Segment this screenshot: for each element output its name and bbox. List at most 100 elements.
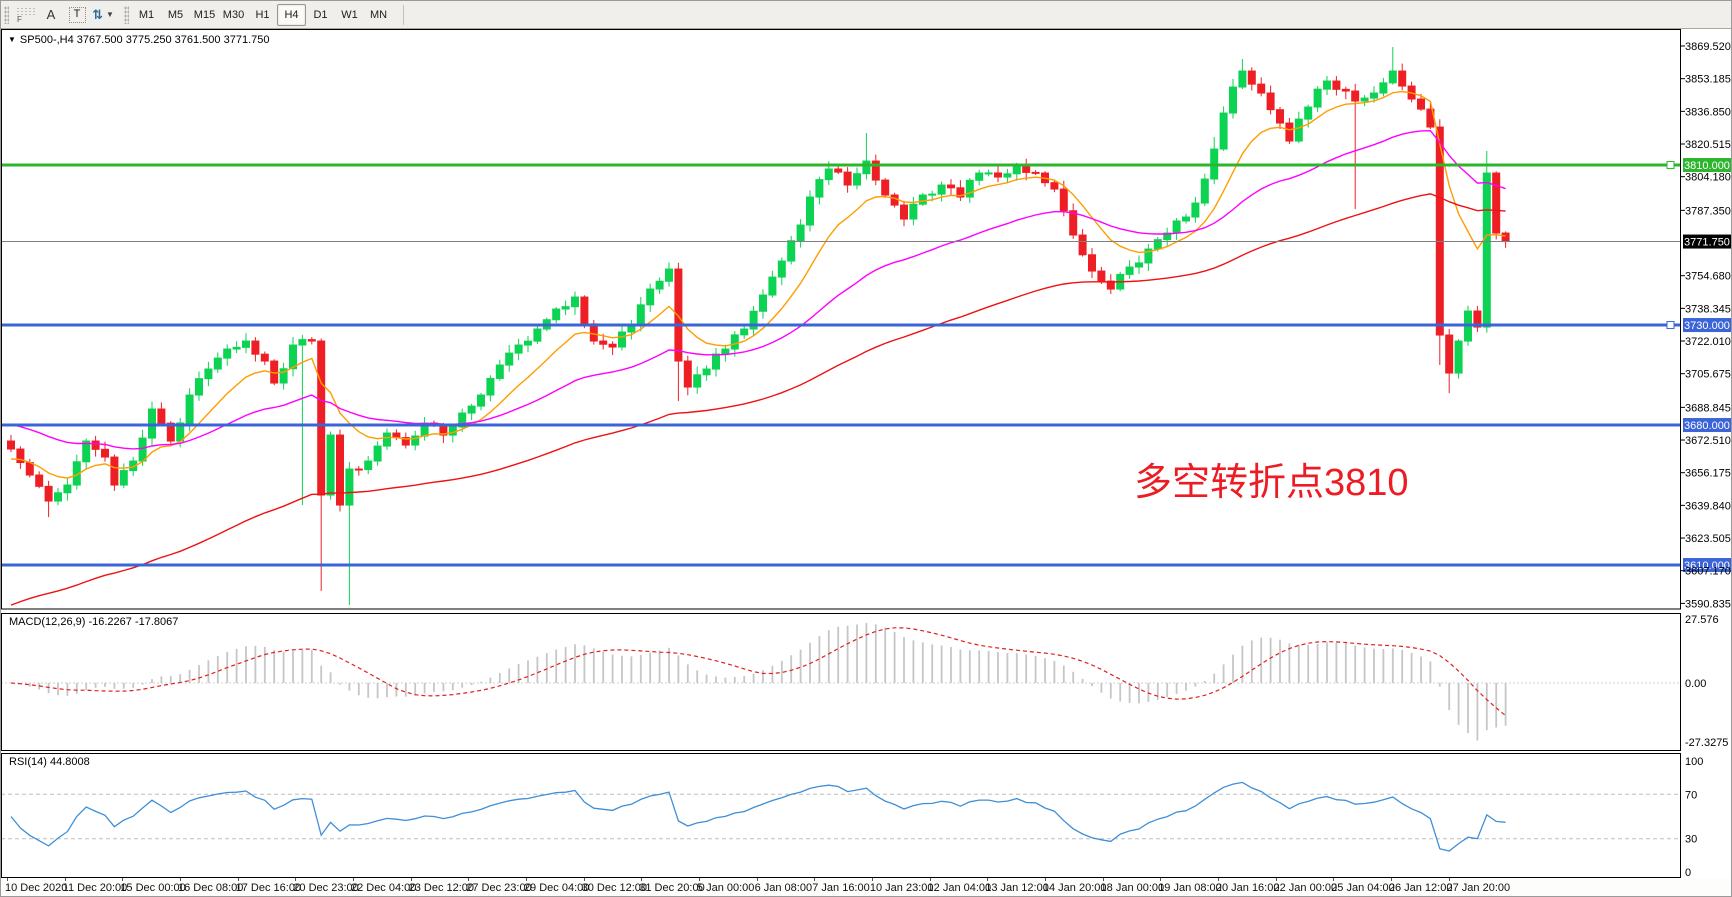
candle-body bbox=[721, 348, 730, 355]
candle-body bbox=[1285, 122, 1294, 142]
candle bbox=[1257, 77, 1266, 97]
candle bbox=[1341, 86, 1350, 100]
candle bbox=[853, 167, 861, 190]
candle bbox=[608, 341, 617, 356]
level-line-handle[interactable] bbox=[1666, 321, 1675, 330]
candle-body bbox=[759, 294, 767, 312]
price-tick-label: 3820.515 bbox=[1685, 139, 1731, 151]
candle-body bbox=[890, 194, 899, 206]
candle bbox=[1088, 248, 1096, 279]
time-axis[interactable]: 10 Dec 2020 11 Dec 20:00 15 Dec 00:00 16 De… bbox=[1, 878, 1731, 896]
candle bbox=[289, 336, 297, 377]
candle bbox=[777, 257, 786, 286]
toolbar-grip[interactable] bbox=[4, 5, 9, 24]
timeframe-button-m30[interactable]: M30 bbox=[222, 8, 245, 21]
chart-plot-area[interactable] bbox=[1, 29, 1681, 610]
time-axis-label: 5 Jan 00:00 bbox=[696, 882, 755, 894]
timeframe-button-m1[interactable]: M1 bbox=[138, 8, 155, 21]
time-tick-mark bbox=[1217, 878, 1219, 881]
candle bbox=[195, 371, 203, 401]
candle bbox=[7, 434, 15, 453]
candle-body bbox=[289, 344, 297, 370]
chart-text-annotation[interactable]: 多空转折点3810 bbox=[1134, 462, 1409, 504]
level-price-badge-label: 3680.000 bbox=[1684, 420, 1730, 432]
candle bbox=[994, 166, 1002, 183]
timeframe-button-mn[interactable]: MN bbox=[369, 8, 388, 21]
candle-body bbox=[693, 374, 702, 388]
candle-body bbox=[213, 357, 222, 370]
candle-body bbox=[994, 172, 1002, 178]
timeframe-group: M1 M5 M15 M30 H1 H4 D1 W1 MN bbox=[132, 3, 393, 26]
time-axis-label: 14 Jan 20:00 bbox=[1042, 882, 1107, 894]
time-tick-mark bbox=[237, 878, 239, 881]
candle-body bbox=[101, 448, 109, 458]
price-tick-label: 3787.350 bbox=[1685, 205, 1731, 217]
candle bbox=[1379, 77, 1388, 97]
candle bbox=[1454, 339, 1463, 379]
candle bbox=[1200, 173, 1209, 207]
level-price-badge bbox=[1683, 318, 1731, 333]
level-line-handle[interactable] bbox=[1666, 161, 1675, 170]
time-tick-mark bbox=[814, 878, 816, 881]
time-tick-mark bbox=[756, 878, 758, 881]
candle bbox=[693, 366, 702, 394]
ma-fast-line bbox=[10, 90, 1506, 479]
candle bbox=[35, 471, 44, 489]
time-axis-label: 25 Jan 04:00 bbox=[1331, 882, 1395, 894]
candle-body bbox=[571, 296, 579, 308]
candle bbox=[1031, 170, 1040, 176]
time-axis-label: 13 Jan 12:00 bbox=[985, 882, 1049, 894]
ma-medium-line bbox=[10, 129, 1506, 450]
candle-body bbox=[806, 196, 814, 226]
text-label-tool-button[interactable]: A bbox=[46, 7, 56, 22]
arrows-tool-button[interactable]: ⇅ ▼ bbox=[91, 3, 115, 26]
timeframe-button-h4[interactable]: H4 bbox=[277, 3, 306, 26]
candle-body bbox=[82, 440, 91, 463]
timeframe-button-h1[interactable]: H1 bbox=[255, 8, 270, 21]
time-axis-label: 30 Dec 12:00 bbox=[581, 882, 648, 894]
text-box-tool-button[interactable]: T bbox=[65, 3, 89, 26]
level-price-badge bbox=[1683, 418, 1731, 433]
candle bbox=[1003, 168, 1012, 183]
candle-body bbox=[1445, 334, 1454, 374]
candle-body bbox=[683, 360, 692, 388]
macd-plot-area[interactable] bbox=[1, 613, 1681, 751]
candle bbox=[524, 335, 532, 353]
time-axis-label: 22 Dec 04:00 bbox=[350, 882, 417, 894]
price-tick-label: 3754.680 bbox=[1685, 271, 1731, 283]
candle-body bbox=[354, 468, 363, 471]
candle bbox=[336, 429, 344, 512]
timeframe-button-m15[interactable]: M15 bbox=[193, 8, 216, 21]
candle-body bbox=[824, 168, 833, 181]
collapse-triangle-icon[interactable]: ▼ bbox=[8, 35, 16, 44]
rsi-svg: 100 70 30 0 bbox=[1, 753, 1703, 879]
time-tick-mark bbox=[698, 878, 700, 881]
arrows-icon: ⇅ bbox=[92, 6, 103, 22]
timeframe-button-m5[interactable]: M5 bbox=[167, 8, 184, 21]
candle-body bbox=[552, 308, 561, 321]
indicator-grid-icon[interactable]: F bbox=[13, 3, 37, 26]
candle-body bbox=[749, 310, 758, 330]
candle bbox=[1163, 227, 1172, 246]
candle bbox=[1388, 47, 1397, 85]
candle-body bbox=[7, 440, 15, 450]
rsi-plot-area[interactable] bbox=[1, 753, 1681, 878]
candle-body bbox=[843, 171, 852, 186]
macd-border bbox=[1, 613, 1681, 751]
timeframe-button-d1[interactable]: D1 bbox=[313, 8, 328, 21]
candle bbox=[571, 291, 579, 315]
candle-body bbox=[251, 340, 260, 355]
candle-body bbox=[119, 470, 128, 486]
candle-body bbox=[1276, 109, 1284, 124]
candle bbox=[533, 323, 542, 344]
timeframe-button-w1[interactable]: W1 bbox=[341, 8, 358, 21]
candle-body bbox=[1031, 171, 1040, 174]
candle bbox=[91, 435, 100, 457]
candle bbox=[561, 300, 570, 316]
candle-body bbox=[458, 412, 467, 428]
candle-body bbox=[871, 160, 880, 181]
toolbar-grip[interactable] bbox=[124, 5, 129, 24]
candle bbox=[900, 200, 908, 227]
candle-body bbox=[1257, 83, 1266, 94]
candle-body bbox=[166, 422, 175, 442]
